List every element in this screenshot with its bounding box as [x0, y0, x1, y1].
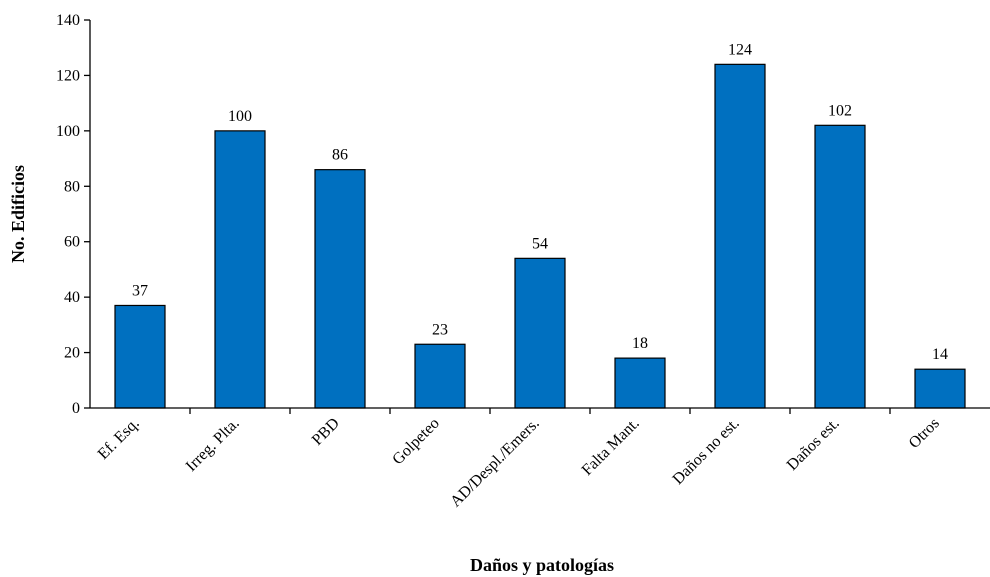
plot-area: 371008623541812410214020406080100120140E… [56, 12, 990, 510]
bar [514, 257, 566, 409]
x-tick-label: Irreg. Plta. [183, 415, 243, 475]
x-tick-label: Falta Mant. [579, 415, 643, 479]
x-axis-title: Daños y patologías [470, 555, 614, 575]
data-label: 14 [932, 346, 948, 363]
x-tick-label: Daños no est. [670, 415, 743, 488]
bar [314, 169, 366, 409]
data-label: 18 [632, 335, 648, 352]
y-tick-label: 80 [64, 178, 80, 195]
x-tick-label: AD/Despl./Emers. [447, 415, 543, 511]
bar [814, 124, 866, 409]
y-tick-label: 120 [56, 67, 80, 84]
y-tick-label: 0 [72, 400, 80, 417]
y-tick-label: 60 [64, 234, 80, 251]
x-tick-label: Otros [906, 415, 943, 452]
y-axis-title: No. Edificios [8, 165, 28, 263]
data-label: 37 [132, 282, 148, 299]
bar [914, 368, 966, 409]
y-tick-label: 140 [56, 12, 80, 29]
y-tick-label: 40 [64, 289, 80, 306]
data-label: 124 [728, 41, 752, 58]
bar [714, 63, 766, 409]
bar [114, 304, 166, 409]
data-label: 54 [532, 235, 548, 252]
x-tick-label: Golpeteo [389, 415, 442, 468]
data-label: 23 [432, 321, 448, 338]
data-label: 86 [332, 147, 348, 164]
bar [614, 357, 666, 409]
x-tick-label: Ef. Esq. [95, 415, 143, 463]
data-label: 102 [828, 102, 852, 119]
x-tick-label: PBD [309, 415, 343, 449]
bar [214, 130, 266, 409]
y-tick-label: 20 [64, 345, 80, 362]
bar [414, 343, 466, 409]
x-tick-label: Daños est. [784, 415, 843, 474]
y-tick-label: 100 [56, 123, 80, 140]
data-label: 100 [228, 108, 252, 125]
